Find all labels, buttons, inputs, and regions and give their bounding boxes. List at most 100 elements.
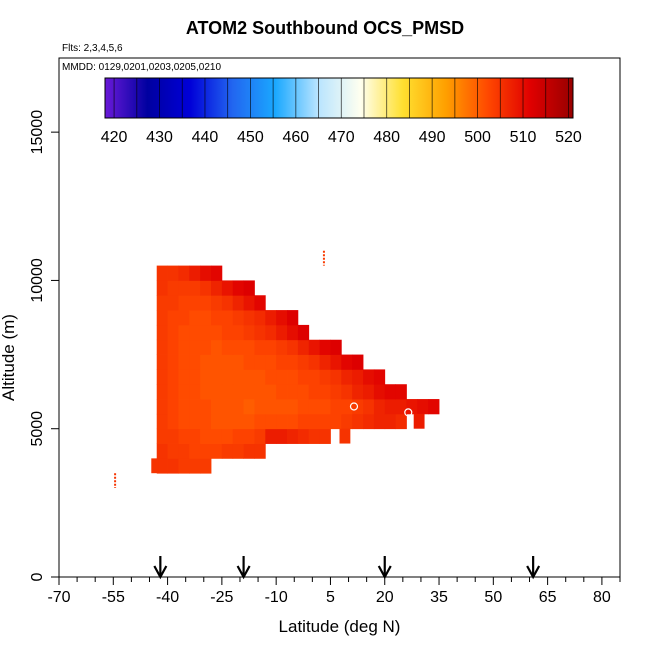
heatmap-cell [221, 295, 234, 311]
heatmap-cell [373, 399, 386, 415]
heatmap-cell [178, 428, 190, 444]
heatmap-cell [265, 354, 277, 370]
heatmap-cell [167, 399, 179, 415]
heatmap-cell [319, 339, 331, 355]
heatmap-cell [243, 369, 255, 385]
heatmap-cell [276, 413, 288, 430]
plot-frame [58, 57, 621, 578]
heatmap-cell [167, 384, 179, 400]
heatmap-cell [276, 339, 288, 355]
heatmap-cell [363, 369, 375, 385]
heatmap-cell [200, 369, 212, 385]
heatmap-cell [221, 324, 234, 341]
heatmap-cell [330, 384, 342, 400]
heatmap-cell [178, 339, 190, 355]
heatmap-cell [211, 339, 223, 355]
heatmap-cell [200, 413, 212, 430]
heatmap-cell [156, 443, 168, 459]
heatmap-cell [330, 354, 342, 370]
heatmap-cell [178, 458, 190, 474]
heatmap-cell [151, 458, 159, 474]
dates-label: MMDD: 0129,0201,0203,0205,0210 [62, 62, 221, 73]
heatmap-cell [232, 443, 244, 459]
heatmap-cell [276, 384, 288, 400]
heatmap-cell [243, 280, 255, 296]
heatmap-cell [254, 310, 266, 326]
heatmap-cell [167, 310, 179, 326]
heatmap-cell [211, 295, 223, 311]
heatmap-cell [330, 399, 342, 415]
heatmap-cell [287, 339, 299, 355]
heatmap-cell [243, 443, 255, 459]
heatmap-cell [276, 324, 288, 341]
heatmap-cell [211, 384, 223, 400]
heatmap-cell [232, 399, 244, 415]
heatmap-cell [189, 413, 201, 430]
heatmap-cell [308, 428, 320, 444]
heatmap-cell [352, 384, 364, 400]
heatmap-cell [276, 310, 288, 326]
heatmap-cell [156, 295, 168, 311]
heatmap-cell [287, 310, 299, 326]
heatmap-cell [384, 399, 396, 415]
heatmap-cell [265, 428, 277, 444]
open-circle-marker [335, 265, 344, 275]
x-tick-label: 65 [539, 589, 557, 606]
heatmap-cell [287, 384, 299, 400]
heatmap-cell [243, 354, 255, 370]
heatmap-cell [200, 295, 212, 311]
heatmap-cell [232, 310, 244, 326]
colorbar-tick-label: 500 [464, 129, 491, 146]
x-tick-label: 35 [430, 589, 448, 606]
heatmap-cell [156, 384, 168, 400]
heatmap-cell [178, 399, 190, 415]
colorbar-tick-label: 430 [146, 129, 173, 146]
heatmap-cell [178, 295, 190, 311]
heatmap-cell [156, 339, 168, 355]
heatmap-cell [232, 354, 244, 370]
heatmap-cell [287, 413, 299, 430]
heatmap-cell [352, 354, 364, 370]
heatmap-cell [297, 399, 310, 415]
x-tick-label: 20 [376, 589, 394, 606]
heatmap-cell [178, 443, 190, 459]
heatmap-cell [395, 384, 407, 400]
heatmap-cell [297, 369, 310, 385]
heatmap-cell [339, 428, 351, 444]
heatmap-cell [167, 354, 179, 370]
heatmap-cell [243, 413, 255, 430]
heatmap-cell [189, 324, 201, 341]
heatmap-cell [211, 428, 223, 444]
heatmap-cell [373, 369, 386, 385]
heatmap-cell [200, 384, 212, 400]
heatmap-cell [341, 354, 353, 370]
heatmap-cell [319, 384, 331, 400]
open-circle-marker [404, 408, 413, 417]
heatmap-cell [243, 310, 255, 326]
heatmap-cell [276, 354, 288, 370]
heatmap-cell [352, 369, 364, 385]
x-tick-label: -70 [47, 589, 70, 606]
heatmap-cell [287, 354, 299, 370]
heatmap-cell [167, 443, 179, 459]
heatmap-cell [200, 265, 212, 281]
x-tick-label: -25 [210, 589, 233, 606]
heatmap-cell [211, 443, 223, 459]
heatmap-cell [189, 280, 201, 296]
heatmap-cell [406, 399, 418, 415]
x-tick-label: 50 [484, 589, 502, 606]
heatmap-cell [413, 413, 425, 429]
colorbar-tick-label: 480 [373, 129, 400, 146]
heatmap-cell [167, 428, 179, 444]
heatmap-cell [254, 369, 266, 385]
heatmap-cell [330, 339, 342, 355]
heatmap-cell [189, 458, 201, 474]
heatmap-cell [200, 354, 212, 370]
heatmap-cell [221, 413, 234, 430]
heatmap-cell [221, 369, 234, 385]
y-axis-label: Altitude (m) [0, 314, 18, 401]
heatmap-cell [189, 354, 201, 370]
heatmap-cell [167, 458, 179, 474]
heatmap-cell [211, 310, 223, 326]
heatmap-cell [211, 280, 223, 296]
